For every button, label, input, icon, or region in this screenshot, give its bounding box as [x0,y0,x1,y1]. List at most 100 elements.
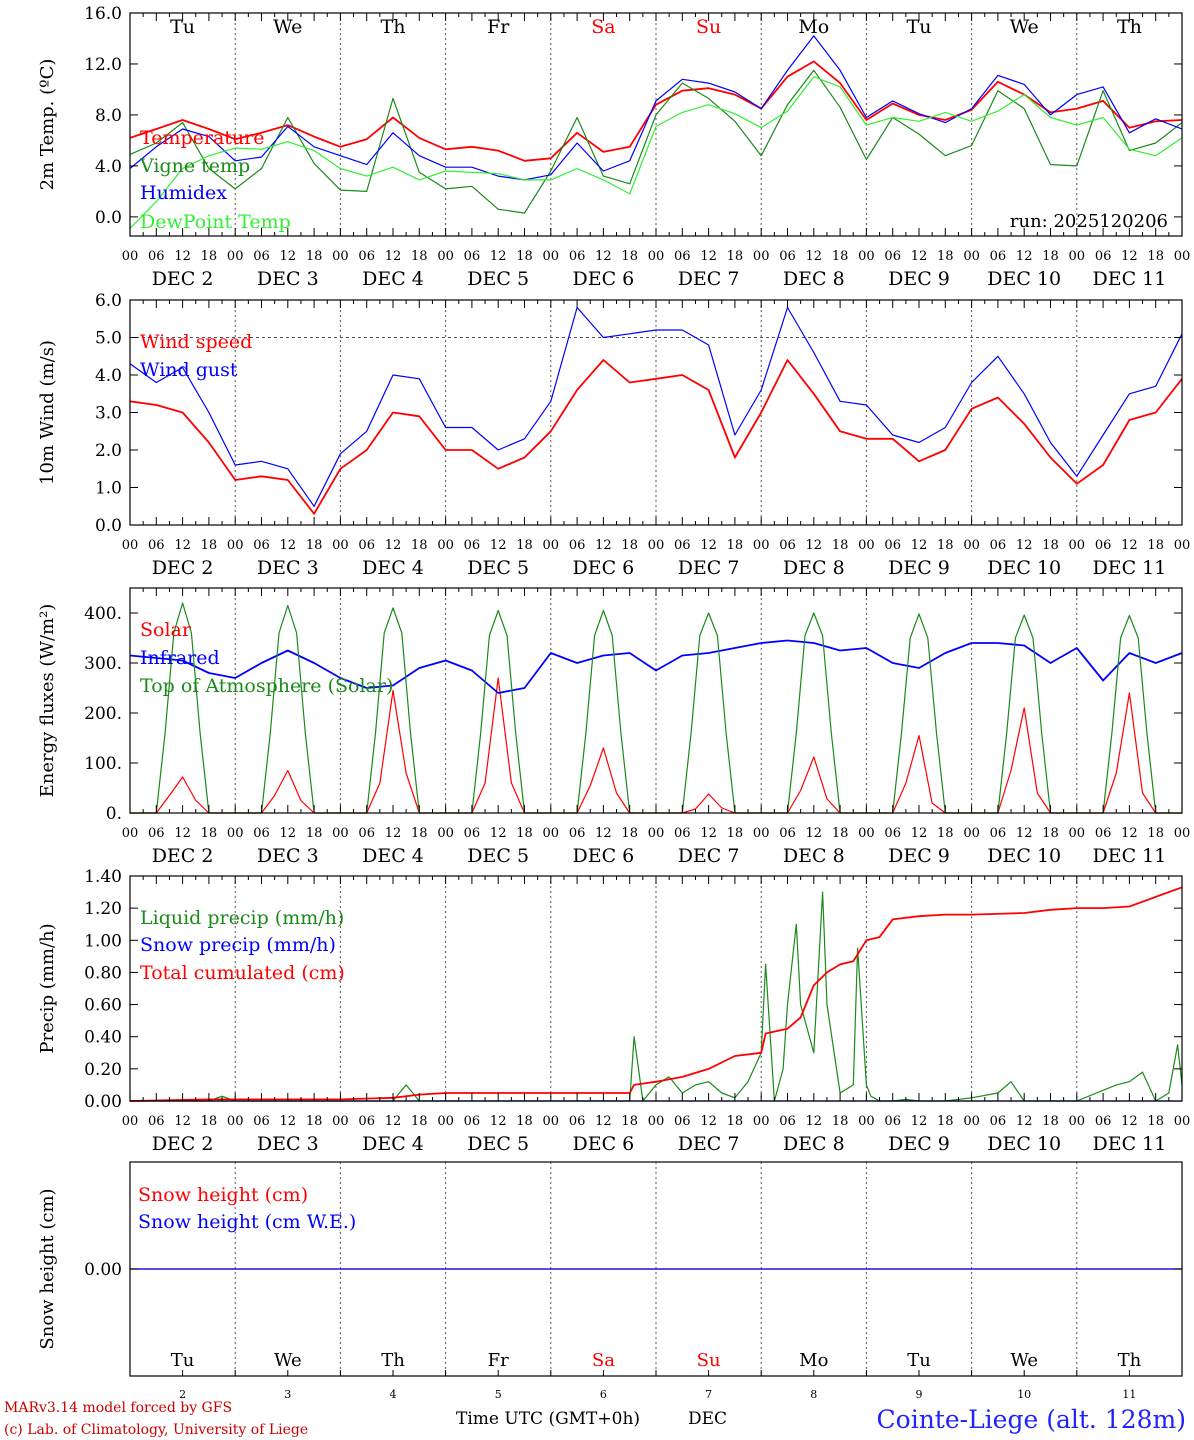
date-label: DEC 8 [783,557,845,579]
y-tick-label: 1.00 [84,931,122,951]
legend-liquid: Liquid precip (mm/h) [140,907,344,929]
hour-tick-label: 06 [990,249,1007,264]
hour-tick-label: 00 [437,1114,454,1129]
hour-tick-label: 06 [358,249,375,264]
date-label: DEC 8 [783,268,845,290]
hour-tick-label: 18 [1147,249,1164,264]
hour-tick-label: 06 [674,538,691,553]
hour-tick-label: 00 [963,538,980,553]
hour-tick-label: 18 [201,538,218,553]
weekday-label: Su [697,1350,721,1371]
hour-tick-label: 18 [411,826,428,841]
hour-tick-label: 00 [332,1114,349,1129]
date-label: DEC 10 [987,1133,1061,1155]
hour-tick-label: 00 [648,249,665,264]
y-tick-label: 100. [84,754,122,774]
y-tick-label: 0.60 [84,996,122,1016]
hour-tick-label: 18 [621,826,638,841]
hour-tick-label: 18 [1042,538,1059,553]
hour-tick-label: 00 [1174,1114,1191,1129]
hour-tick-label: 06 [1095,538,1112,553]
hour-tick-label: 12 [490,249,507,264]
day-number-label: 5 [495,1388,502,1401]
hour-tick-label: 18 [1147,538,1164,553]
hour-tick-label: 12 [174,538,191,553]
hour-tick-label: 12 [490,1114,507,1129]
hour-tick-label: 18 [1042,249,1059,264]
date-label: DEC 4 [362,268,424,290]
date-label: DEC 7 [678,557,740,579]
hour-tick-label: 00 [963,249,980,264]
hour-tick-label: 12 [1121,826,1138,841]
weekday-label: We [273,16,302,38]
y-tick-label: 0.00 [84,1092,122,1112]
date-label: DEC 5 [467,557,529,579]
date-label: DEC 3 [257,1133,319,1155]
weekday-label: We [274,1350,302,1371]
date-label: DEC 8 [783,1133,845,1155]
date-label: DEC 6 [573,845,635,867]
legend-infrared: Infrared [140,647,220,669]
y-tick-label: 400. [84,604,122,624]
hour-tick-label: 18 [411,249,428,264]
hour-tick-label: 12 [595,538,612,553]
hour-tick-label: 18 [727,249,744,264]
hour-tick-label: 06 [1095,826,1112,841]
date-label: DEC 4 [362,1133,424,1155]
hour-tick-label: 18 [1042,826,1059,841]
series-line-humidex [129,35,1183,181]
hour-tick-label: 00 [858,826,875,841]
date-label: DEC 7 [678,845,740,867]
day-number-label: 2 [179,1388,186,1401]
date-label: DEC 9 [888,1133,950,1155]
hour-tick-label: 12 [700,826,717,841]
weekday-label: Tu [171,1350,195,1371]
hour-tick-label: 18 [411,538,428,553]
y-tick-label: 0.0 [95,208,122,228]
weekday-label: Fr [488,1350,509,1371]
day-number-label: 8 [810,1388,817,1401]
y-tick-label: 6.0 [95,291,122,311]
hour-tick-label: 18 [306,538,323,553]
copyright-credit: (c) Lab. of Climatology, University of L… [4,1422,308,1438]
hour-tick-label: 12 [700,1114,717,1129]
date-label: DEC 3 [257,557,319,579]
y-axis-title: 10m Wind (m/s) [37,340,58,485]
date-label: DEC 6 [573,268,635,290]
y-tick-label: 1.20 [84,899,122,919]
weekday-label: Su [696,16,721,38]
hour-tick-label: 00 [753,538,770,553]
hour-tick-label: 06 [990,826,1007,841]
hour-tick-label: 00 [1174,249,1191,264]
legend-vigne: Vigne temp [139,155,250,177]
hour-tick-label: 12 [280,538,297,553]
hour-tick-label: 06 [253,538,270,553]
weekday-label: Th [1118,1350,1142,1371]
date-label: DEC 9 [888,268,950,290]
hour-tick-label: 18 [516,826,533,841]
date-label: DEC 7 [678,1133,740,1155]
y-axis-title: Precip (mm/h) [37,923,58,1053]
hour-tick-label: 00 [1069,538,1086,553]
hour-tick-label: 00 [963,826,980,841]
legend-cumulated: Total cumulated (cm) [140,962,345,984]
day-number-label: 3 [284,1388,291,1401]
hour-tick-label: 00 [858,249,875,264]
y-tick-label: 2.0 [95,441,122,461]
weekday-label: Sa [592,1350,615,1371]
hour-tick-label: 18 [727,826,744,841]
legend-humidex: Humidex [140,182,227,204]
hour-tick-label: 06 [253,826,270,841]
date-label: DEC 6 [573,1133,635,1155]
hour-tick-label: 12 [174,826,191,841]
hour-tick-label: 06 [569,826,586,841]
hour-tick-label: 00 [543,1114,560,1129]
hour-tick-label: 06 [884,1114,901,1129]
date-label: DEC 7 [678,268,740,290]
y-tick-label: 0. [106,804,122,824]
date-label: DEC 3 [257,268,319,290]
hour-tick-label: 12 [595,1114,612,1129]
hour-tick-label: 00 [543,249,560,264]
hour-tick-label: 18 [832,1114,849,1129]
